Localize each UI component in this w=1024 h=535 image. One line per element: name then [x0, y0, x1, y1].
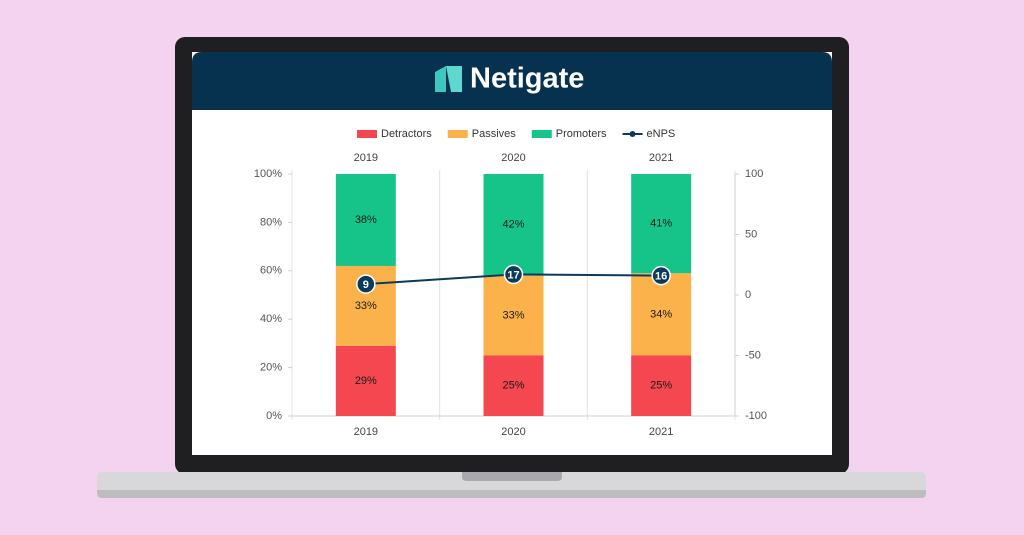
bar-segment: [483, 275, 544, 356]
x-tick-label: 2019: [354, 426, 378, 438]
header-bar: [192, 52, 832, 110]
bar-label: 41%: [650, 218, 672, 230]
y-tick-label: 60%: [260, 265, 282, 277]
y-tick-label: 80%: [260, 216, 282, 228]
laptop-notch: [462, 472, 562, 481]
legend-label: Passives: [472, 128, 517, 140]
x-tick-label-top: 2020: [501, 152, 525, 164]
bar-segment: [335, 345, 396, 416]
brand-name: Netigate: [470, 63, 584, 95]
legend-label: Promoters: [556, 128, 607, 140]
bar-label: 42%: [502, 219, 524, 231]
chart: 0% 20% 40% 60% 80% 100% -100 -50 0 50 100 2019 2019 2…: [254, 128, 767, 438]
bar-label: 29%: [355, 375, 377, 387]
bar-label: 33%: [355, 300, 377, 312]
bar-segment: [631, 174, 692, 274]
legend-label: Detractors: [381, 128, 432, 140]
bar-segment: [631, 273, 692, 356]
y-tick-label: 20%: [260, 362, 282, 374]
bar-segment: [483, 174, 544, 276]
y2-tick-label: 50: [745, 228, 757, 240]
legend-swatch: [447, 130, 468, 138]
bar-label: 33%: [502, 309, 524, 321]
y2-tick-label: 100: [745, 168, 763, 180]
bar-label: 25%: [502, 380, 524, 392]
bar-label: 25%: [650, 380, 672, 392]
x-tick-label: 2020: [501, 426, 525, 438]
bar-segment: [631, 355, 692, 416]
legend-swatch: [357, 130, 377, 138]
y-tick-label: 0%: [266, 410, 282, 422]
line-label: 17: [507, 269, 519, 281]
line-marker: [503, 264, 524, 285]
bar-label: 38%: [355, 214, 377, 226]
y-tick-label: 40%: [260, 313, 282, 325]
y2-tick-label: 0: [745, 289, 751, 301]
legend-label: eNPS: [647, 128, 676, 140]
legend-swatch: [531, 130, 552, 138]
line-marker: [651, 265, 671, 286]
bar-segment: [335, 174, 396, 266]
y2-tick-label: -50: [745, 349, 761, 361]
line-marker: [356, 274, 376, 294]
laptop-base-edge: [97, 490, 926, 498]
line-label: 9: [363, 279, 369, 291]
bar-label: 34%: [650, 308, 672, 320]
legend-swatch-dot: [629, 131, 636, 137]
x-tick-label-top: 2021: [649, 152, 673, 164]
brand-logo: [435, 66, 462, 92]
x-tick-label: 2021: [649, 426, 673, 438]
bar-segment: [483, 355, 544, 416]
y2-tick-label: -100: [745, 410, 767, 422]
line-label: 16: [655, 271, 667, 283]
y-tick-label: 100%: [254, 168, 282, 180]
x-tick-label-top: 2019: [354, 152, 378, 164]
